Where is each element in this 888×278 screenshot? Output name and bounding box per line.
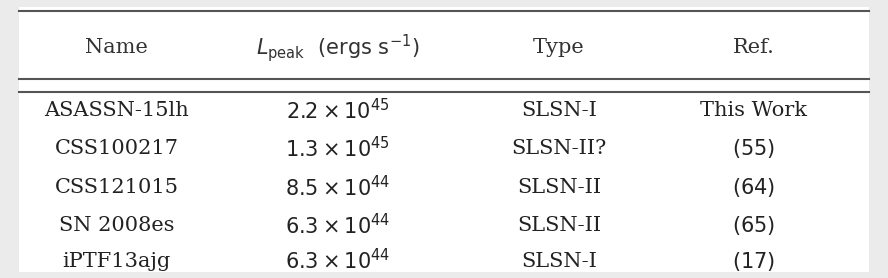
Text: SLSN-II: SLSN-II xyxy=(517,178,601,197)
Text: iPTF13ajg: iPTF13ajg xyxy=(62,252,170,270)
Text: $(17)$: $(17)$ xyxy=(733,250,775,272)
Text: SN 2008es: SN 2008es xyxy=(59,216,174,235)
Text: $(64)$: $(64)$ xyxy=(733,176,775,199)
Text: Ref.: Ref. xyxy=(733,38,774,57)
Text: CSS100217: CSS100217 xyxy=(54,140,178,158)
Text: $2.2 \times 10^{45}$: $2.2 \times 10^{45}$ xyxy=(286,98,390,123)
Text: $8.5 \times 10^{44}$: $8.5 \times 10^{44}$ xyxy=(285,175,391,200)
Text: $(65)$: $(65)$ xyxy=(733,214,775,237)
Text: CSS121015: CSS121015 xyxy=(54,178,178,197)
Text: $6.3 \times 10^{44}$: $6.3 \times 10^{44}$ xyxy=(285,213,391,238)
Text: $L_{\rm peak}\ \ (\mathrm{ergs\ s}^{-1})$: $L_{\rm peak}\ \ (\mathrm{ergs\ s}^{-1})… xyxy=(256,32,419,64)
FancyBboxPatch shape xyxy=(20,7,868,272)
Text: $(55)$: $(55)$ xyxy=(733,138,775,160)
Text: SLSN-I: SLSN-I xyxy=(521,252,597,270)
Text: $1.3 \times 10^{45}$: $1.3 \times 10^{45}$ xyxy=(285,136,390,162)
Text: ASASSN-15lh: ASASSN-15lh xyxy=(44,101,189,120)
Text: SLSN-I: SLSN-I xyxy=(521,101,597,120)
Text: Type: Type xyxy=(533,38,585,57)
Text: SLSN-II: SLSN-II xyxy=(517,216,601,235)
Text: This Work: This Work xyxy=(701,101,807,120)
Text: SLSN-II?: SLSN-II? xyxy=(511,140,607,158)
Text: $6.3 \times 10^{44}$: $6.3 \times 10^{44}$ xyxy=(285,249,391,274)
Text: Name: Name xyxy=(85,38,148,57)
